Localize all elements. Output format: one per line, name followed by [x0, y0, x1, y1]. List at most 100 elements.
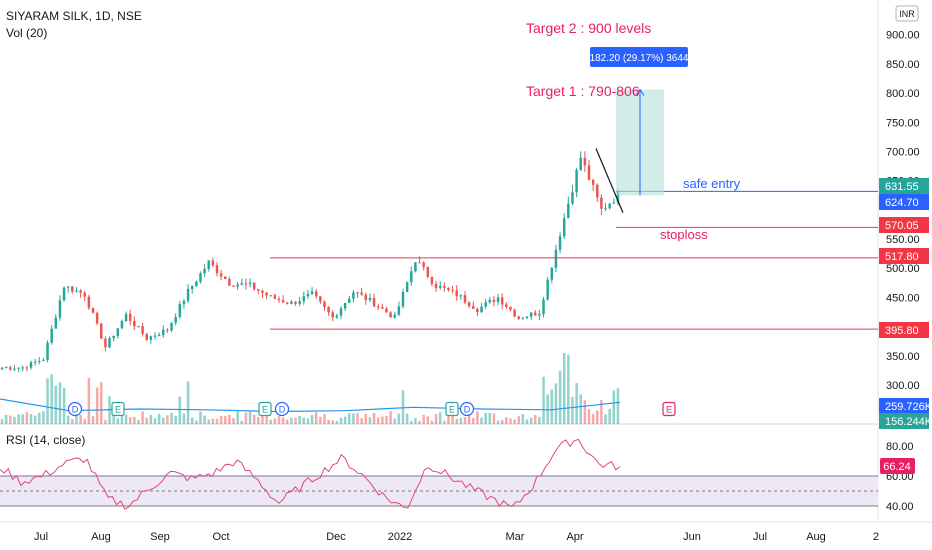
price-tick: 700.00: [886, 146, 920, 158]
candle-body: [286, 302, 289, 304]
candle-body: [162, 329, 165, 336]
volume-bar: [438, 412, 442, 424]
volume-bar: [228, 414, 231, 424]
volume-bar: [393, 418, 396, 424]
volume-bar: [203, 415, 206, 424]
time-tick: Aug: [806, 531, 826, 543]
event-label: E: [262, 405, 268, 415]
candle-body: [75, 290, 78, 292]
volume-bar: [0, 419, 4, 424]
volume-bar: [112, 412, 115, 424]
volume-bar: [575, 383, 578, 424]
candle-body: [178, 304, 182, 317]
candle-body: [385, 308, 388, 313]
volume-bar: [137, 419, 140, 424]
candle-body: [505, 304, 508, 307]
dividend-marker[interactable]: [274, 401, 290, 417]
target1-annotation[interactable]: Target 1 : 790-806: [526, 83, 640, 99]
volume-bar: [525, 419, 529, 424]
volume-bar: [306, 418, 310, 424]
level-lines[interactable]: [270, 190, 878, 330]
target2-annotation[interactable]: Target 2 : 900 levels: [526, 20, 651, 36]
candle-body: [108, 338, 111, 348]
dividend-marker[interactable]: [67, 401, 83, 417]
volume-ma-line: [0, 398, 621, 413]
volume-bar: [314, 412, 318, 424]
safe-entry-annotation[interactable]: safe entry: [683, 176, 741, 191]
candle-body: [21, 367, 24, 369]
candle-body: [170, 322, 173, 331]
dividend-marker[interactable]: [459, 401, 475, 417]
volume-bar: [372, 413, 376, 424]
price-label: 517.80: [885, 251, 919, 263]
time-tick: Apr: [566, 531, 583, 543]
currency-badge[interactable]: [895, 5, 919, 22]
event-label: D: [464, 405, 471, 415]
volume-bar: [455, 418, 458, 424]
volume-bar: [327, 419, 330, 424]
earnings-marker[interactable]: [258, 401, 272, 417]
candle-body: [438, 286, 442, 289]
earnings-marker[interactable]: [662, 401, 676, 417]
candle-body: [418, 262, 421, 264]
volume-bar: [596, 410, 599, 424]
earnings-marker[interactable]: [111, 401, 125, 417]
candle-body: [112, 335, 115, 339]
volume-bar: [149, 414, 153, 424]
volume-bar: [616, 388, 620, 424]
candle-body: [517, 316, 520, 319]
candle-body: [513, 309, 516, 317]
volume-bar: [257, 417, 260, 424]
candle-body: [215, 265, 219, 274]
candle-body: [575, 169, 578, 193]
candle-body: [587, 165, 591, 180]
candle-body: [496, 297, 500, 303]
candle-body: [323, 301, 326, 307]
candle-body: [54, 317, 58, 329]
volume-bar: [579, 394, 582, 424]
price-label: 156.244K: [885, 416, 932, 428]
price-label: 570.05: [885, 220, 919, 232]
candle-body: [434, 283, 438, 289]
stoploss-annotation[interactable]: stoploss: [660, 227, 708, 242]
candle-body: [4, 367, 8, 369]
event-label: E: [449, 405, 455, 415]
candle-body: [546, 279, 549, 300]
measure-arrow-head: [635, 88, 645, 96]
candle-body: [0, 367, 4, 370]
volume-indicator-title: Vol (20): [6, 26, 47, 40]
rsi-tick: 40.00: [886, 501, 914, 513]
trend-line[interactable]: [595, 148, 624, 213]
volume-bar: [33, 415, 37, 424]
volume-bar: [604, 414, 607, 424]
candle-body: [463, 295, 467, 303]
volume-bar: [290, 417, 293, 424]
volume-bar: [182, 413, 186, 424]
volume-bar: [310, 414, 314, 424]
volume-bar: [124, 414, 128, 424]
earnings-marker[interactable]: [445, 401, 459, 417]
candle-body: [422, 262, 425, 268]
volume-bar: [91, 416, 95, 424]
event-label: E: [115, 405, 121, 415]
rsi-value-label: 66.24: [883, 461, 911, 473]
time-axis[interactable]: Jul Aug Sep Oct Dec 2022 Mar Apr Jun Jul Aug 2: [34, 531, 879, 543]
volume-bar: [277, 415, 281, 424]
volume-bar: [145, 417, 148, 424]
volume-bar: [534, 414, 537, 424]
candle-body: [331, 312, 334, 318]
candle-body: [488, 299, 492, 303]
volume-bar: [294, 417, 297, 424]
time-tick: Mar: [506, 531, 525, 543]
price-tick: 500.00: [886, 263, 920, 275]
candle-body: [443, 286, 446, 288]
candle-body: [476, 308, 479, 313]
candle-body: [542, 299, 545, 315]
candle-body: [240, 283, 244, 285]
candle-body: [596, 184, 599, 198]
volume-bar: [517, 416, 520, 424]
candle-body: [525, 316, 529, 319]
